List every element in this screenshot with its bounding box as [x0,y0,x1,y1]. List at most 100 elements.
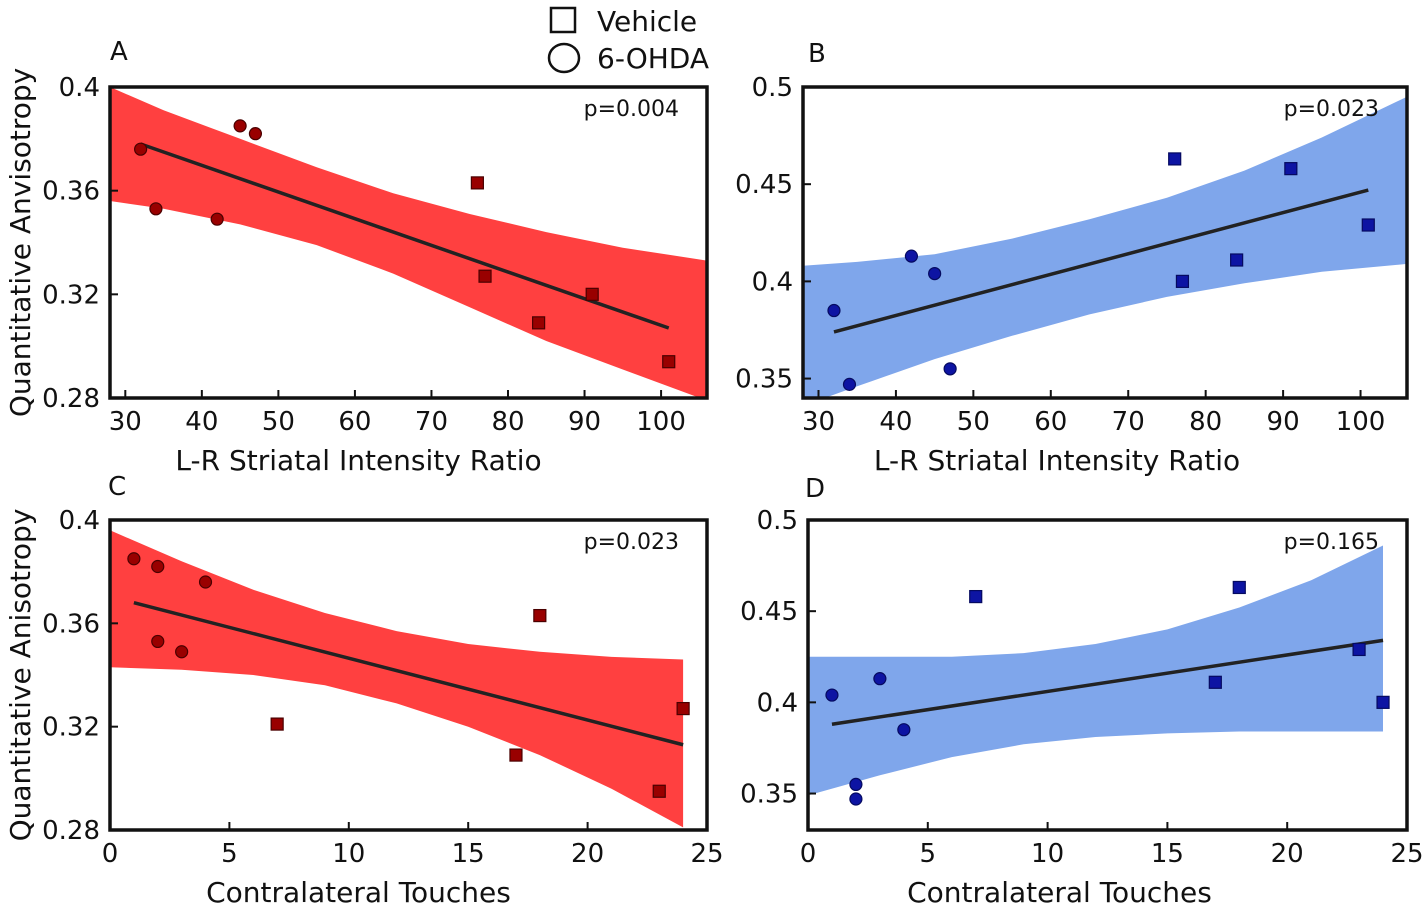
panel-d-y-tick-label: 0.4 [757,688,798,718]
panel-b-frame [801,85,1409,400]
panel-b-point-6ohda [928,267,942,281]
panel-a-x-tick-label: 90 [568,407,601,437]
panel-d-x-tick-label: 15 [1151,839,1184,869]
panel-d-frame [806,518,1409,832]
panel-c-x-tick-label: 5 [221,839,238,869]
panel-b-x-tick-label: 80 [1189,407,1222,437]
panel-d-point-6ohda [897,723,911,737]
panel-a-y-tick-label: 0.28 [42,384,100,414]
panel-c-x-tick-label: 25 [690,839,723,869]
panel-a-x-tick-label: 50 [262,407,295,437]
panel-a-x-tick-label: 40 [185,407,218,437]
legend-6ohda-label: 6-OHDA [597,42,709,75]
panel-b-y-tick-label: 0.4 [752,267,793,297]
panel-a-point-vehicle [585,287,599,301]
panel-b-x-axis-title: L-R Striatal Intensity Ratio [874,444,1240,477]
panel-b-point-6ohda [943,362,957,376]
panel-a-point-6ohda [233,119,247,133]
panel-a-x-tick-label: 30 [109,407,142,437]
panel-c-frame [108,518,709,832]
panel-c-point-vehicle [509,748,523,762]
panel-c-point-vehicle [652,784,666,798]
panel-a-y-axis-title: Quantitative Anvisotropy [4,68,37,417]
panel-a-x-tick-label: 70 [415,407,448,437]
panel-c: 0 5 10 15 20 25 0.28 0.32 0.36 0.4 Contralateral T… [4,472,724,909]
legend-vehicle-label: Vehicle [597,5,697,38]
panel-b-confidence-band [803,96,1407,398]
panel-b-x-tick-label: 90 [1267,407,1300,437]
panel-d-x-tick-label: 20 [1271,839,1304,869]
panel-c-x-axis-title: Contralateral Touches [206,876,511,909]
panel-a-x-tick-label: 100 [636,407,686,437]
panel-d-x-axis-title: Contralateral Touches [907,876,1212,909]
panel-c-point-6ohda [151,634,165,649]
panel-a-point-vehicle [470,176,484,190]
panel-d-x-tick-label: 10 [1031,839,1064,869]
panel-d-point-vehicle [1352,642,1366,657]
panel-b-plot-area [803,96,1407,398]
panel-d: 0 5 10 15 20 25 0.35 0.4 0.45 0.5 Contralateral To… [740,474,1423,909]
panel-d-letter: D [805,474,825,504]
legend-vehicle-marker [549,6,577,34]
panel-b-y-tick-label: 0.45 [735,170,793,200]
panel-a-point-6ohda [210,212,224,226]
panel-a-point-6ohda [134,142,148,156]
panel-d-regression-line [831,638,1384,726]
legend: Vehicle 6-OHDA [547,5,709,75]
panel-a: 30 40 50 60 70 80 90 100 0.28 0.32 0.36 0.4 L-R Stri… [4,37,709,477]
panel-b-point-vehicle [1168,152,1182,166]
panel-b: 30 40 50 60 70 80 90 100 0.35 0.4 0.45 0.5 L-R Stria… [735,39,1409,477]
panel-b-point-6ohda [904,249,919,263]
panel-b-x-tick-label: 100 [1336,407,1386,437]
panel-b-point-6ohda [827,303,841,318]
panel-b-point-6ohda [842,377,857,391]
panel-a-point-6ohda [248,127,263,141]
panel-c-y-tick-label: 0.36 [42,609,100,639]
panel-a-x-tick-label: 80 [491,407,524,437]
panel-b-p-value: p=0.023 [1284,97,1379,122]
panel-c-point-vehicle [270,717,284,731]
panel-c-x-tick-label: 0 [102,839,119,869]
panel-b-x-tick-label: 50 [957,407,990,437]
panel-c-y-tick-label: 0.4 [59,506,100,536]
panel-d-x-tick-label: 5 [920,839,937,869]
panel-c-x-tick-label: 20 [571,839,604,869]
panel-a-point-6ohda [149,202,163,216]
panel-a-p-value: p=0.004 [584,97,679,122]
panel-c-plot-area [110,530,690,828]
panel-c-x-tick-label: 15 [452,839,485,869]
panel-d-x-tick-label: 0 [800,839,817,869]
panel-d-point-6ohda [873,672,887,686]
panel-a-point-vehicle [662,355,676,369]
panel-c-confidence-band [110,530,684,828]
panel-b-letter: B [808,39,826,69]
panel-a-y-tick-label: 0.4 [59,73,100,103]
panel-c-point-6ohda [127,552,141,566]
panel-b-point-vehicle [1284,162,1298,176]
panel-d-point-vehicle [969,589,983,604]
panel-a-point-vehicle [532,316,546,330]
panel-c-point-6ohda [198,575,213,589]
panel-d-point-vehicle [1208,675,1222,689]
panel-d-x-tick-label: 25 [1390,839,1423,869]
panel-d-point-vehicle [1232,580,1246,595]
panel-b-y-tick-label: 0.35 [735,365,793,395]
panel-a-y-tick-label: 0.36 [42,177,100,207]
panel-d-y-tick-label: 0.5 [757,506,798,536]
panel-a-x-tick-label: 60 [338,407,371,437]
panel-b-point-vehicle [1230,253,1244,267]
panel-c-y-tick-label: 0.32 [42,713,100,743]
panel-b-x-tick-label: 40 [879,407,912,437]
panel-c-point-6ohda [151,559,165,574]
legend-6ohda-marker [547,42,581,74]
panel-c-point-vehicle [676,701,690,716]
panel-a-plot-area [110,87,707,398]
panel-a-point-vehicle [478,269,492,283]
panel-a-frame [108,85,709,400]
panel-b-point-vehicle [1361,218,1375,232]
panel-b-x-tick-label: 70 [1112,407,1145,437]
panel-c-y-axis-title: Quantitative Anisotropy [4,509,37,842]
panel-d-point-6ohda [825,688,839,702]
panel-b-x-tick-label: 30 [802,407,835,437]
